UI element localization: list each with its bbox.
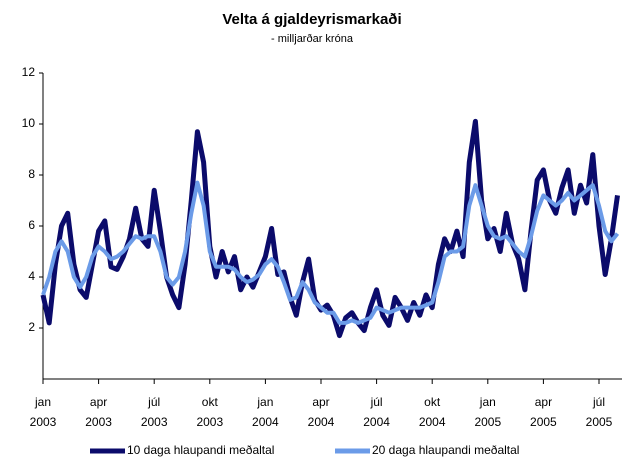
chart-title: Velta á gjaldeyrismarkaði	[222, 11, 401, 28]
x-tick-label: apr 2005	[530, 395, 557, 429]
legend-label: 20 daga hlaupandi meðaltal	[372, 443, 519, 457]
legend-label: 10 daga hlaupandi meðaltal	[127, 443, 274, 457]
x-tick-label: júl 2005	[585, 395, 613, 429]
series-line	[41, 180, 620, 325]
y-tick-label: 10	[22, 116, 36, 130]
x-tick-label: jan 2005	[474, 395, 502, 429]
y-tick-label: 12	[22, 65, 36, 79]
y-tick-label: 2	[28, 320, 35, 334]
x-tick-label: júl 2003	[140, 395, 168, 429]
y-tick-label: 8	[28, 167, 35, 181]
x-tick-label: jan 2003	[29, 395, 57, 429]
x-tick-label: okt 2003	[196, 395, 224, 429]
x-tick-label: júl 2004	[363, 395, 390, 429]
series-line	[40, 118, 620, 339]
x-tick-label: okt 2004	[418, 395, 446, 429]
chart-subtitle: - milljarðar króna	[271, 33, 354, 45]
y-tick-label: 4	[28, 269, 35, 283]
y-tick-label: 6	[28, 218, 35, 232]
x-tick-label: apr 2003	[85, 395, 112, 429]
x-tick-label: apr 2004	[307, 395, 335, 429]
x-tick-label: jan 2004	[252, 395, 279, 429]
